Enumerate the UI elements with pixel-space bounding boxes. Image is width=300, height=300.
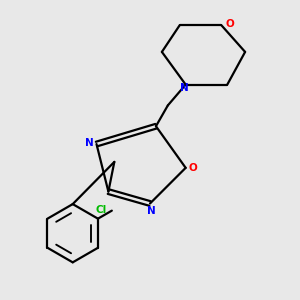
Text: O: O xyxy=(189,163,197,173)
Text: N: N xyxy=(180,82,189,93)
Text: N: N xyxy=(85,138,93,148)
Text: O: O xyxy=(225,19,234,29)
Text: Cl: Cl xyxy=(95,205,106,215)
Text: N: N xyxy=(147,206,156,216)
